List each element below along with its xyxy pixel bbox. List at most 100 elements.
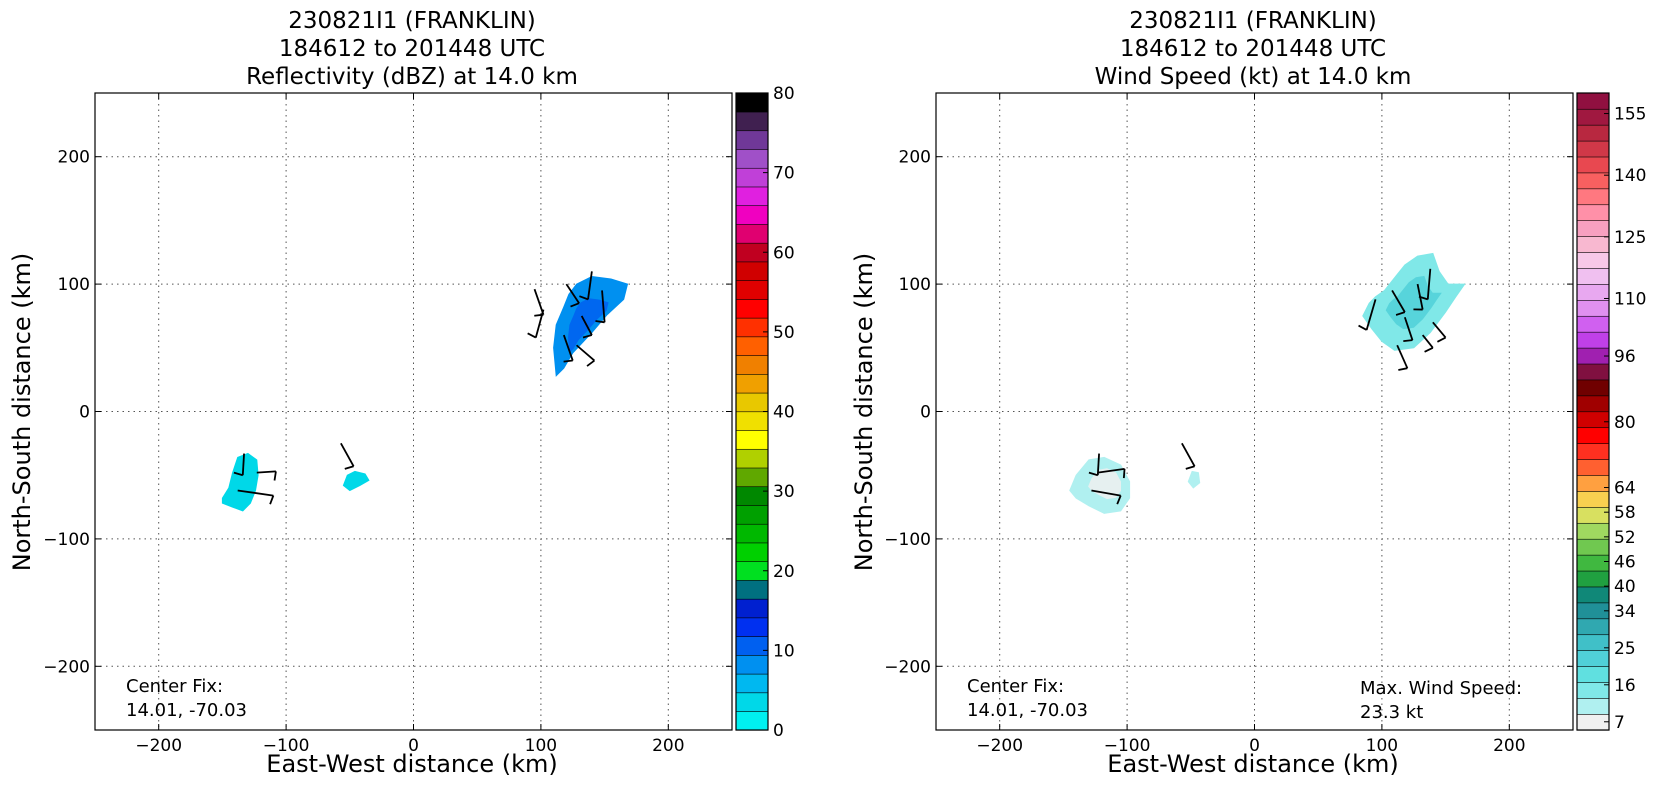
colorbar-segment xyxy=(1576,204,1610,222)
colorbar-segment xyxy=(1576,315,1610,333)
colorbar-tick-label: 40 xyxy=(1614,577,1636,597)
colorbar-tick-label: 155 xyxy=(1614,105,1646,125)
colorbar-segment xyxy=(1576,443,1610,460)
colorbar-tick-label: 20 xyxy=(773,562,795,582)
colorbar-tick-label: 80 xyxy=(773,84,795,104)
colorbar-frame xyxy=(1576,92,1610,731)
center-fix-value: 14.01, -70.03 xyxy=(967,700,1088,721)
colorbar-segment xyxy=(735,354,769,375)
colorbar-segment xyxy=(735,542,769,562)
wind-barb-flag xyxy=(534,313,544,317)
y-tick-label: 200 xyxy=(899,148,931,168)
wind-barb xyxy=(1403,316,1414,341)
wind-barb xyxy=(241,453,245,476)
colorbar-segment xyxy=(735,636,769,656)
echo-region xyxy=(1187,470,1201,489)
colorbar-tick-label: 34 xyxy=(1614,602,1636,622)
title-line-3: Reflectivity (dBZ) at 14.0 km xyxy=(246,64,578,90)
wind-barb xyxy=(562,334,574,361)
x-tick-label: −200 xyxy=(135,736,182,756)
colorbar-tick-label: 25 xyxy=(1614,639,1636,659)
wind-barb xyxy=(1097,467,1125,474)
colorbar-segment xyxy=(735,429,769,450)
colorbar-segment xyxy=(1576,92,1610,110)
wind-barb-flag xyxy=(563,359,573,363)
colorbar-segment xyxy=(735,579,769,600)
echo-region xyxy=(342,470,370,492)
wind-barb xyxy=(580,315,593,336)
wind-barb xyxy=(1396,344,1409,369)
wind-barb xyxy=(1391,290,1406,313)
colorbar-segment xyxy=(1576,458,1610,476)
colorbar-segment xyxy=(735,298,769,319)
wind-barb-flag xyxy=(570,302,580,308)
colorbar-segment xyxy=(1576,395,1610,413)
max-wind-label: Max. Wind Speed: xyxy=(1360,678,1522,699)
center-fix-value: 14.01, -70.03 xyxy=(126,700,247,721)
colorbar-tick-label: 70 xyxy=(773,164,795,184)
title-line-1: 230821I1 (FRANKLIN) xyxy=(288,8,536,34)
colorbar-tick-label: 30 xyxy=(773,482,795,502)
colorbar-tick-label: 16 xyxy=(1614,676,1636,696)
wind-barb-flag xyxy=(1424,346,1434,353)
colorbar-segment xyxy=(735,280,769,300)
colorbar-segment xyxy=(1576,283,1610,301)
colorbar-segment xyxy=(1576,665,1610,683)
colorbar-segment xyxy=(1576,124,1610,142)
title-line-3: Wind Speed (kt) at 14.0 km xyxy=(1095,64,1412,90)
wind-barb-flag xyxy=(586,359,595,367)
colorbar-segment xyxy=(735,373,769,394)
colorbar-tick-label: 80 xyxy=(1614,413,1636,433)
colorbar-segment xyxy=(1576,299,1610,317)
colorbar-segment xyxy=(735,336,769,356)
colorbar-segment xyxy=(735,148,769,169)
colorbar-segment xyxy=(735,411,769,431)
colorbar-tick-label: 58 xyxy=(1614,503,1636,523)
colorbar-segment xyxy=(735,223,769,244)
wind-barb xyxy=(601,290,606,323)
x-tick-label: −100 xyxy=(263,736,310,756)
colorbar-tick-label: 10 xyxy=(773,641,795,661)
wind-barb-flag xyxy=(344,465,354,470)
colorbar-segment xyxy=(1576,108,1610,126)
x-axis-label: East-West distance (km) xyxy=(1107,750,1398,778)
wind-barb xyxy=(1091,489,1121,497)
colorbar-segment xyxy=(735,523,769,544)
wind-barb-flag xyxy=(527,332,537,339)
wind-barb-flag xyxy=(579,295,589,301)
wind-barb-flag xyxy=(582,334,593,339)
colorbar-tick-label: 46 xyxy=(1614,553,1636,573)
colorbar-segment xyxy=(1576,474,1610,492)
colorbar-segment xyxy=(1576,490,1610,508)
wind-barb xyxy=(1426,268,1432,300)
colorbar-segment xyxy=(735,167,769,188)
colorbar-segment xyxy=(735,130,769,150)
colorbar-segment xyxy=(1576,379,1610,397)
y-axis-label: North-South distance (km) xyxy=(850,253,878,572)
colorbar-segment xyxy=(1576,618,1610,636)
colorbar-tick-label: 7 xyxy=(1614,713,1625,733)
colorbar-segment xyxy=(735,710,769,731)
colorbar-segment xyxy=(735,92,769,113)
colorbar-segment xyxy=(1576,506,1610,524)
colorbar-segment xyxy=(735,654,769,675)
colorbar-segment xyxy=(1576,411,1610,429)
colorbar-segment xyxy=(1576,586,1610,604)
wind-speed-panel: 230821I1 (FRANKLIN) 184612 to 201448 UTC… xyxy=(850,8,1646,778)
wind-barb xyxy=(565,283,580,304)
wind-barb xyxy=(256,470,276,474)
wind-barb-flag xyxy=(1122,468,1126,479)
colorbar-segment xyxy=(1576,650,1610,667)
wind-barb xyxy=(1432,321,1447,339)
wind-barb xyxy=(1421,334,1434,349)
plot-area xyxy=(95,93,732,730)
colorbar-segment xyxy=(735,504,769,525)
wind-barb-flag xyxy=(1403,339,1413,342)
y-tick-label: 100 xyxy=(58,275,90,295)
wind-barb-flag xyxy=(1116,495,1122,505)
wind-barb xyxy=(587,271,593,300)
colorbar-tick-label: 64 xyxy=(1614,479,1636,499)
colorbar-segment xyxy=(735,392,769,413)
center-fix-label: Center Fix: xyxy=(126,676,223,697)
colorbar-segment xyxy=(735,261,769,281)
